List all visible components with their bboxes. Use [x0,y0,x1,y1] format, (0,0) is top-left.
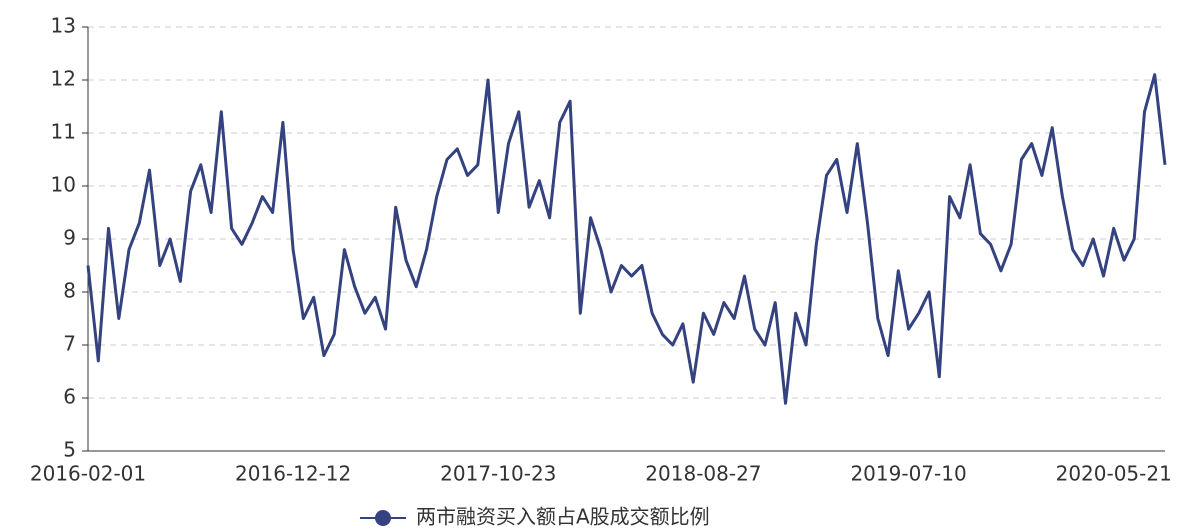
x-tick-label: 2020-05-21 [1056,462,1172,486]
y-tick-label: 5 [63,438,76,462]
y-tick-label: 8 [63,279,76,303]
y-tick-label: 11 [51,120,76,144]
y-tick-label: 12 [51,67,76,91]
x-tick-label: 2017-10-23 [440,462,556,486]
y-tick-label: 6 [63,385,76,409]
y-tick-label: 7 [63,332,76,356]
x-tick-label: 2016-12-12 [235,462,351,486]
y-tick-label: 9 [63,226,76,250]
x-tick-label: 2016-02-01 [30,462,146,486]
x-tick-label: 2018-08-27 [645,462,761,486]
data-line [86,73,1167,405]
x-tick-label: 2019-07-10 [850,462,966,486]
y-tick-label: 10 [51,173,76,197]
y-tick-label: 13 [51,14,76,38]
legend-label: 两市融资买入额占A股成交额比例 [416,505,710,529]
legend-marker [375,510,391,526]
